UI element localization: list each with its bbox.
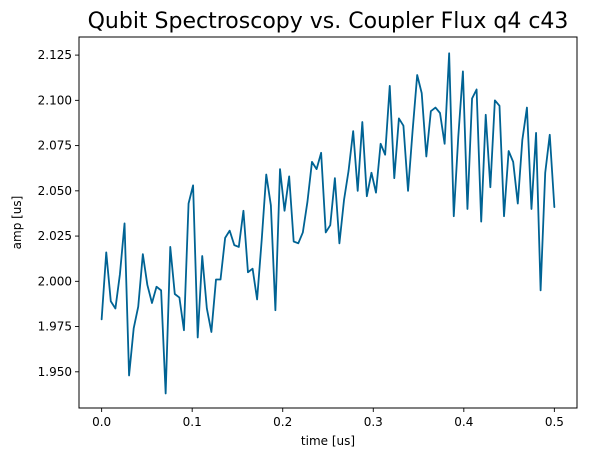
y-tick-label: 2.075 <box>38 139 72 153</box>
y-tick-label: 1.975 <box>38 320 72 334</box>
axis-ticks: 0.0 0.1 0.2 0.3 0.4 0.5 1.950 1.975 2.000 2.025 2.… <box>38 48 564 429</box>
x-tick-label: 0.1 <box>183 415 202 429</box>
x-axis-label: time [us] <box>301 434 355 448</box>
x-tick-label: 0.2 <box>273 415 292 429</box>
y-axis-label: amp [us] <box>10 196 24 250</box>
plot-frame <box>78 36 578 409</box>
x-tick-label: 0.4 <box>454 415 473 429</box>
y-tick-label: 2.100 <box>38 93 72 107</box>
plot-background <box>79 37 577 408</box>
x-tick-label: 0.0 <box>92 415 111 429</box>
series-line <box>100 52 556 395</box>
y-tick-label: 2.125 <box>38 48 72 62</box>
chart-title: Qubit Spectroscopy vs. Coupler Flux q4 c… <box>88 9 569 34</box>
x-tick-label: 0.3 <box>364 415 383 429</box>
x-tick-label: 0.5 <box>545 415 564 429</box>
y-tick-label: 2.050 <box>38 184 72 198</box>
y-tick-label: 2.025 <box>38 229 72 243</box>
y-tick-label: 1.950 <box>38 365 72 379</box>
y-tick-label: 2.000 <box>38 274 72 288</box>
